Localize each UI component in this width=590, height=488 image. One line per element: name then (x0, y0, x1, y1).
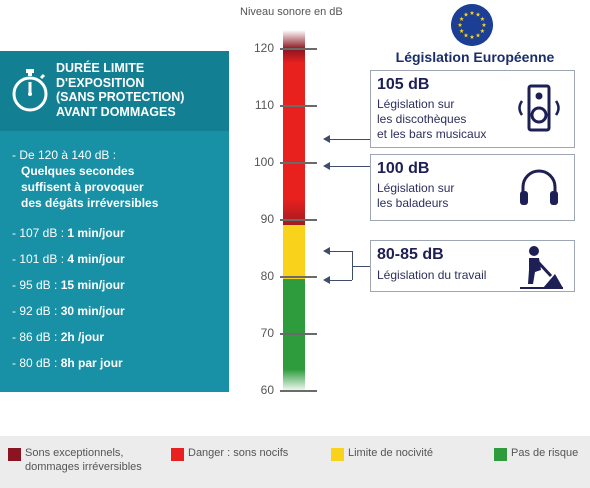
box-description: Législation sur les baladeurs (377, 181, 455, 210)
eu-star-icon (459, 16, 464, 21)
bar-exceptional (283, 30, 305, 49)
box-value: 80-85 dB (377, 246, 444, 263)
arrow-80db (330, 280, 352, 281)
bar-danger (283, 49, 305, 225)
scale-label: Niveau sonore en dB (240, 6, 343, 18)
box-description: Législation sur les discothèques et les … (377, 97, 487, 141)
legend-label-danger: Danger : sons nocifs (188, 447, 289, 459)
arrow-100db (330, 166, 370, 167)
list-item: - 86 dB : 2h /jour (12, 330, 105, 344)
tick-label: 60 (260, 383, 274, 397)
tick-label: 120 (253, 41, 274, 55)
list-item: - 107 dB : 1 min/jour (12, 226, 125, 240)
box-description: Législation du travail (377, 268, 487, 282)
box-value: 105 dB (377, 76, 430, 93)
arrowhead (323, 276, 330, 284)
eu-legislation-title: Législation Européenne (395, 49, 555, 65)
eu-star-icon (469, 10, 475, 15)
exposure-panel-title: DURÉE LIMITE D'EXPOSITION (SANS PROTECTI… (56, 61, 185, 119)
headphones-icon (520, 169, 558, 205)
legend-swatch-exceptional (8, 448, 21, 461)
list-item: - 80 dB : 8h par jour (12, 356, 123, 370)
legend-label-safe: Pas de risque (511, 447, 579, 459)
tick-120 (280, 48, 317, 50)
tick-90 (280, 219, 317, 221)
eu-star-icon (469, 34, 475, 39)
tick-label: 90 (260, 212, 274, 226)
eu-star-icon (475, 32, 481, 38)
list-item: - 95 dB : 15 min/jour (12, 278, 125, 292)
eu-star-icon (463, 32, 469, 38)
tick-80 (280, 276, 317, 278)
tick-100 (280, 162, 317, 164)
arrow-85db (330, 251, 352, 252)
legend-label-limit: Limite de nocivité (348, 447, 433, 459)
arrow-80-85db-stem (352, 266, 370, 267)
list-item: - 92 dB : 30 min/jour (12, 304, 125, 318)
tick-60 (280, 390, 317, 392)
legend-swatch-safe (494, 448, 507, 461)
eu-star-icon (481, 22, 487, 27)
legend-swatch-limit (331, 448, 344, 461)
exposure-panel: DURÉE LIMITE D'EXPOSITION (SANS PROTECTI… (0, 51, 229, 392)
box-100db: 100 dB Législation sur les baladeurs (370, 154, 575, 221)
tick-70 (280, 333, 317, 335)
tick-label: 70 (260, 326, 274, 340)
box-105db: 105 dB Législation sur les discothèques … (370, 70, 575, 148)
eu-star-icon (463, 12, 469, 17)
arrowhead (323, 247, 330, 255)
list-item: - De 120 à 140 dB : Quelques secondes su… (12, 148, 159, 210)
legend-swatch-danger (171, 448, 184, 461)
bar-safe (283, 279, 305, 392)
worker-icon (520, 246, 563, 289)
exposure-panel-header: DURÉE LIMITE D'EXPOSITION (SANS PROTECTI… (0, 51, 229, 131)
arrow-105db (330, 139, 370, 140)
eu-star-icon (459, 28, 464, 33)
tick-label: 110 (254, 98, 274, 112)
box-value: 100 dB (377, 160, 430, 177)
eu-star-icon (457, 22, 463, 27)
eu-star-icon (480, 16, 485, 21)
eu-star-icon (475, 12, 481, 17)
arrow-80-85db-bracket (352, 251, 353, 280)
arrowhead (323, 162, 330, 170)
list-item: - 101 dB : 4 min/jour (12, 252, 125, 266)
tick-label: 80 (260, 269, 274, 283)
bar-limit (283, 225, 305, 279)
legend-label-exceptional: Sons exceptionnels, dommages irréversibl… (25, 447, 142, 473)
eu-flag-icon (451, 4, 493, 46)
tick-110 (280, 105, 317, 107)
tick-label: 100 (253, 155, 274, 169)
legend: Sons exceptionnels, dommages irréversibl… (0, 436, 590, 488)
eu-star-icon (480, 28, 485, 33)
box-80-85db: 80-85 dB Législation du travail (370, 240, 575, 292)
arrowhead (323, 135, 330, 143)
speaker-icon (518, 84, 560, 132)
stopwatch-icon (12, 69, 48, 112)
